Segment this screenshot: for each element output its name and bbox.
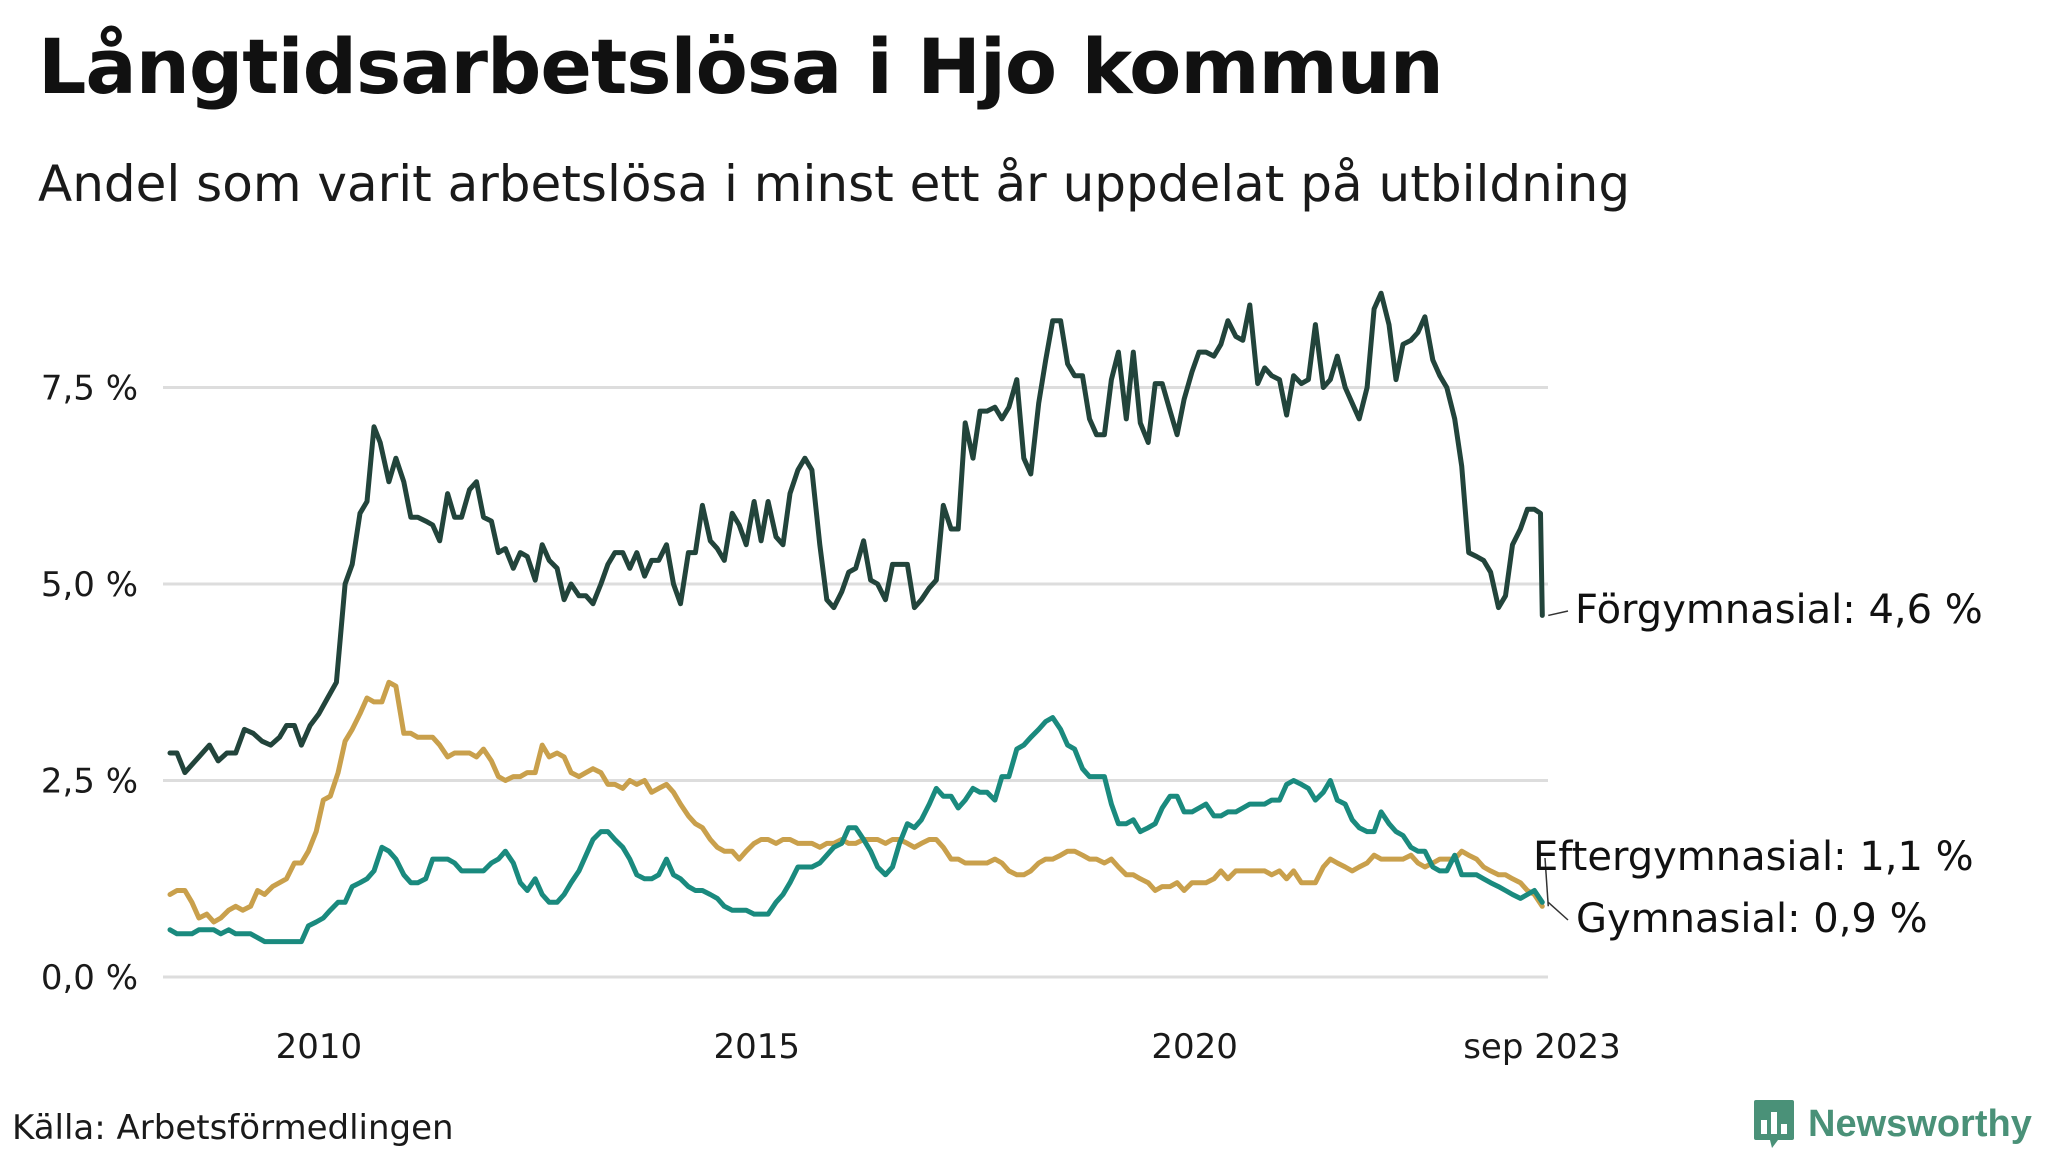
y-axis: 0,0 % 2,5 % 5,0 % 7,5 % [41,369,138,999]
brand-name: Newsworthy [1808,1102,2032,1145]
brand-logo: Newsworthy [1752,1098,2032,1150]
source-note: Källa: Arbetsförmedlingen [12,1108,454,1148]
y-tick-label: 5,0 % [41,565,138,605]
y-tick-label: 0,0 % [41,958,138,998]
series-label-gymnasial: Gymnasial: 0,9 % [1576,896,1928,942]
series-labels: Förgymnasial: 4,6 % Eftergymnasial: 1,1 %… [1533,587,1983,942]
series-lines [167,290,1545,945]
x-tick-label: 2010 [276,1027,363,1067]
chart-subtitle: Andel som varit arbetslösa i minst ett å… [38,155,1631,213]
gridlines [163,386,1548,979]
bar-chart-icon [1754,1100,1794,1148]
series-line-eftergymnasial [167,679,1545,925]
x-axis: 2010 2015 2020 sep 2023 [276,1027,1621,1067]
chart-title: Långtidsarbetslösa i Hjo kommun [38,22,1444,111]
series-label-eftergymnasial: Eftergymnasial: 1,1 % [1533,834,1974,880]
x-tick-label: sep 2023 [1463,1027,1621,1067]
series-line-förgymnasial [167,290,1545,776]
y-tick-label: 7,5 % [41,369,138,409]
y-tick-label: 2,5 % [41,762,138,802]
label-leader-line [1548,610,1569,617]
series-label-förgymnasial: Förgymnasial: 4,6 % [1575,587,1983,633]
label-leader-line [1547,901,1569,921]
x-tick-label: 2020 [1151,1027,1238,1067]
series-line-gymnasial [167,715,1545,945]
label-leader-line [1544,857,1550,907]
x-tick-label: 2015 [713,1027,800,1067]
